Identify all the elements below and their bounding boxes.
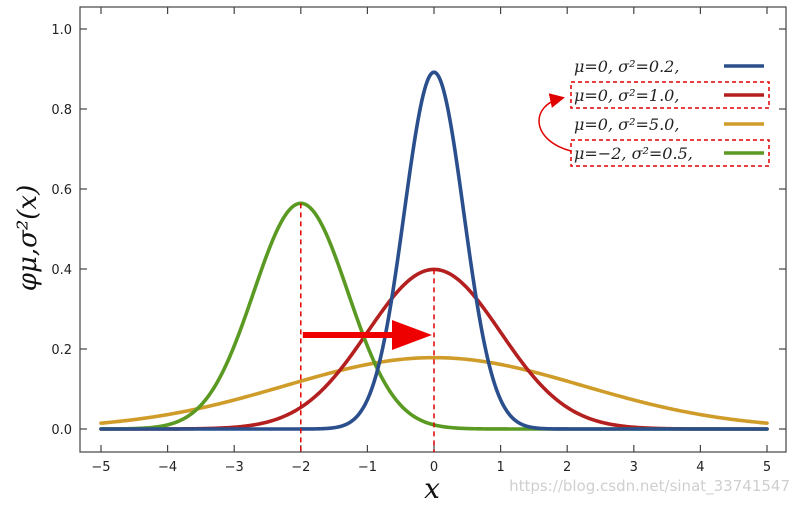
legend-label: μ=−2, σ²=0.5, <box>574 144 693 163</box>
legend-highlight-box <box>570 139 770 167</box>
x-tick-label: −4 <box>158 460 177 475</box>
y-tick-label: 0.2 <box>51 343 72 358</box>
x-tick-label: 5 <box>763 460 771 475</box>
series-line-2 <box>99 355 769 425</box>
legend-link-arrow <box>538 93 572 152</box>
y-tick-label: 0.0 <box>51 423 72 438</box>
legend-highlight-box <box>570 81 770 109</box>
watermark-text: https://blog.csdn.net/sinat_33741547 <box>509 477 790 496</box>
x-tick-label: 4 <box>696 460 704 475</box>
series-line-0 <box>99 70 769 431</box>
shift-arrow-head <box>392 320 432 350</box>
y-tick-label: 0.6 <box>51 183 72 198</box>
y-tick-label: 1.0 <box>51 23 72 38</box>
x-tick-label: −3 <box>225 460 244 475</box>
y-tick-label: 0.8 <box>51 103 72 118</box>
plot-area-frame <box>79 6 787 453</box>
x-tick-label: 3 <box>630 460 638 475</box>
y-axis-ticks: 0.0 0.2 0.4 0.6 0.8 1.0 <box>51 23 786 438</box>
legend-label: μ=0, σ²=5.0, <box>574 115 679 134</box>
y-tick-label: 0.4 <box>51 263 72 278</box>
x-axis-label: x <box>424 472 440 505</box>
x-tick-label: 2 <box>563 460 571 475</box>
legend-label: μ=0, σ²=1.0, <box>574 86 679 105</box>
x-tick-label: −2 <box>291 460 310 475</box>
annotation-overlays <box>300 203 435 452</box>
x-tick-label: −5 <box>91 460 110 475</box>
x-tick-label: 0 <box>430 460 438 475</box>
x-axis-ticks: −5 −4 −3 −2 −1 0 1 2 3 4 5 <box>91 7 771 475</box>
x-tick-label: −1 <box>358 460 377 475</box>
legend-label: μ=0, σ²=0.2, <box>574 57 679 76</box>
y-axis-label: φμ,σ²(x) <box>13 185 43 292</box>
legend: μ=0, σ²=0.2, μ=0, σ²=1.0, μ=0, σ²=5.0, μ=−2… <box>538 57 770 167</box>
x-tick-label: 1 <box>496 460 504 475</box>
